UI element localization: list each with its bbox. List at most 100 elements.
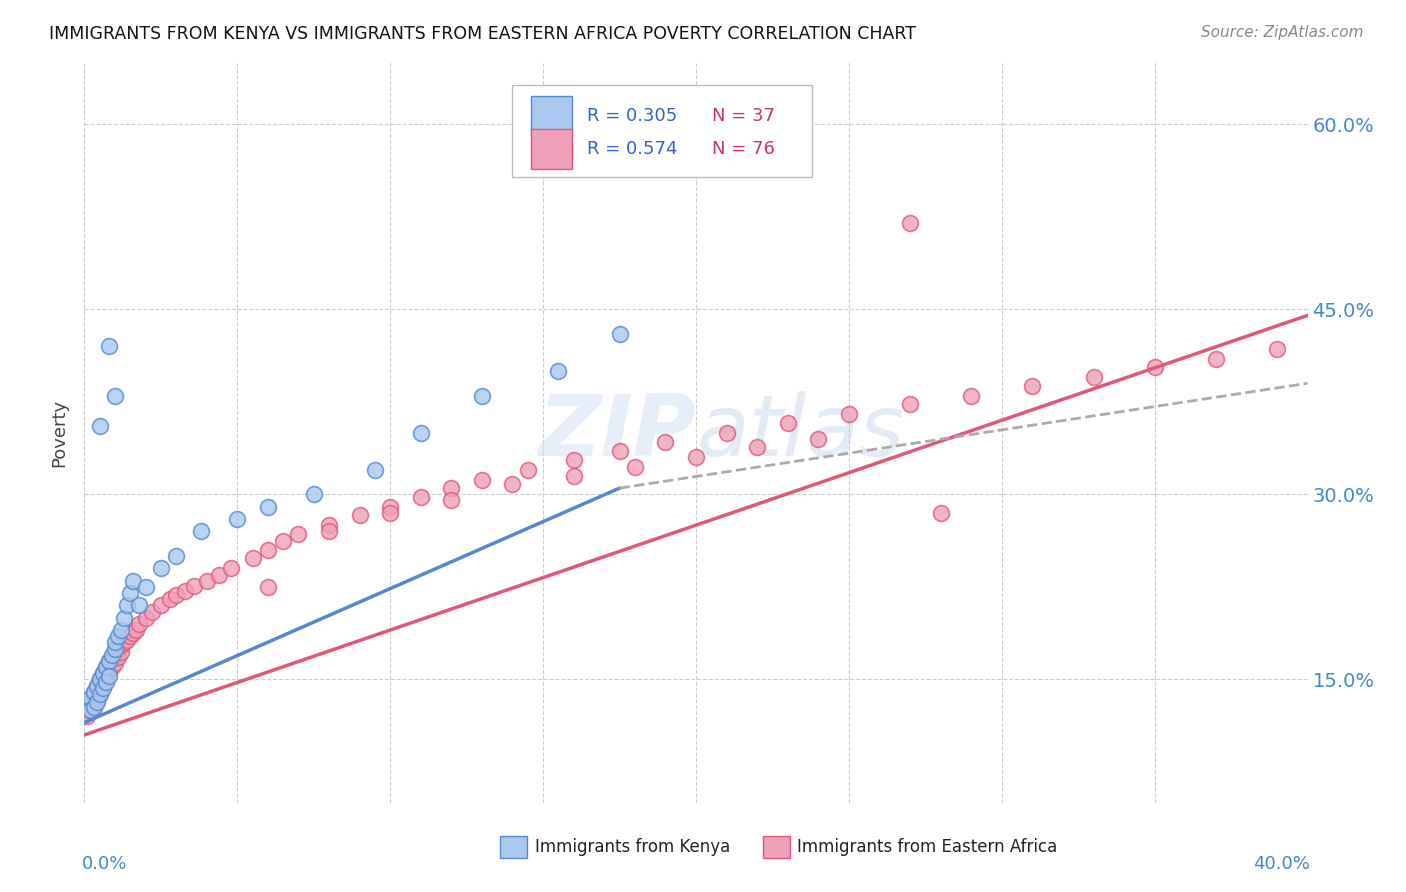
Point [242,551,264,566]
Point [101,648,124,662]
Text: Source: ZipAtlas.com: Source: ZipAtlas.com [1201,25,1364,40]
Point [409,425,432,440]
Point [960,388,983,402]
Point [159,592,181,607]
Point [1083,370,1105,384]
Point [125,623,148,637]
Point [104,641,127,656]
Point [76,697,98,711]
Text: IMMIGRANTS FROM KENYA VS IMMIGRANTS FROM EASTERN AFRICA POVERTY CORRELATION CHAR: IMMIGRANTS FROM KENYA VS IMMIGRANTS FROM… [49,25,917,43]
Point [409,490,432,504]
Point [97,339,120,353]
Point [898,397,921,411]
Point [685,450,707,465]
Point [104,648,127,662]
Point [83,699,105,714]
Point [226,512,249,526]
Point [115,599,138,613]
Text: Immigrants from Eastern Africa: Immigrants from Eastern Africa [797,838,1057,856]
Text: atlas: atlas [696,391,904,475]
Point [122,574,145,588]
Point [110,645,132,659]
Point [516,462,538,476]
Point [1265,342,1288,356]
Point [101,650,124,665]
Point [94,674,117,689]
Point [86,695,108,709]
Point [838,407,860,421]
Point [287,526,309,541]
Point [107,641,129,656]
Point [1205,351,1227,366]
Point [104,388,127,402]
Point [149,599,172,613]
Text: Immigrants from Kenya: Immigrants from Kenya [534,838,730,856]
Point [128,599,150,613]
Point [776,416,799,430]
Point [115,632,138,647]
Point [91,666,114,681]
Point [135,580,157,594]
Point [609,326,631,341]
Point [128,616,150,631]
Point [89,673,111,687]
Point [165,549,187,563]
Point [83,685,105,699]
Point [807,432,830,446]
Point [747,441,769,455]
Point [107,650,129,665]
Point [624,460,647,475]
Point [302,487,325,501]
Point [83,699,105,714]
Point [208,567,231,582]
Point [112,635,135,649]
Point [97,654,120,668]
Point [318,518,340,533]
Text: 0.0%: 0.0% [82,855,128,872]
Point [89,687,111,701]
Point [349,508,371,523]
Point [110,623,132,637]
Point [716,425,738,440]
Point [76,697,98,711]
Point [79,690,101,705]
Point [562,452,585,467]
Y-axis label: Poverty: Poverty [51,399,69,467]
Text: R = 0.305: R = 0.305 [588,108,678,126]
Point [654,435,676,450]
Point [190,524,212,539]
Point [94,670,117,684]
Point [318,524,340,539]
Point [97,664,120,678]
Point [97,654,120,668]
Point [165,589,187,603]
Point [380,500,402,514]
Point [120,629,142,643]
FancyBboxPatch shape [763,836,790,858]
Point [898,216,921,230]
Point [929,506,952,520]
Point [1143,360,1166,375]
Point [257,580,280,594]
Point [91,681,114,695]
Point [141,605,163,619]
Point [471,473,494,487]
Point [83,685,105,699]
Text: N = 76: N = 76 [711,140,775,158]
Point [104,635,127,649]
Point [94,660,117,674]
Point [149,561,172,575]
Text: R = 0.574: R = 0.574 [588,140,678,158]
Point [183,579,205,593]
Point [195,574,218,588]
Point [112,610,135,624]
Point [440,481,463,495]
Point [110,638,132,652]
Point [471,388,494,402]
Point [89,673,111,687]
Point [1021,378,1043,392]
Point [86,679,108,693]
Point [174,583,197,598]
FancyBboxPatch shape [531,96,572,136]
Point [104,657,127,671]
